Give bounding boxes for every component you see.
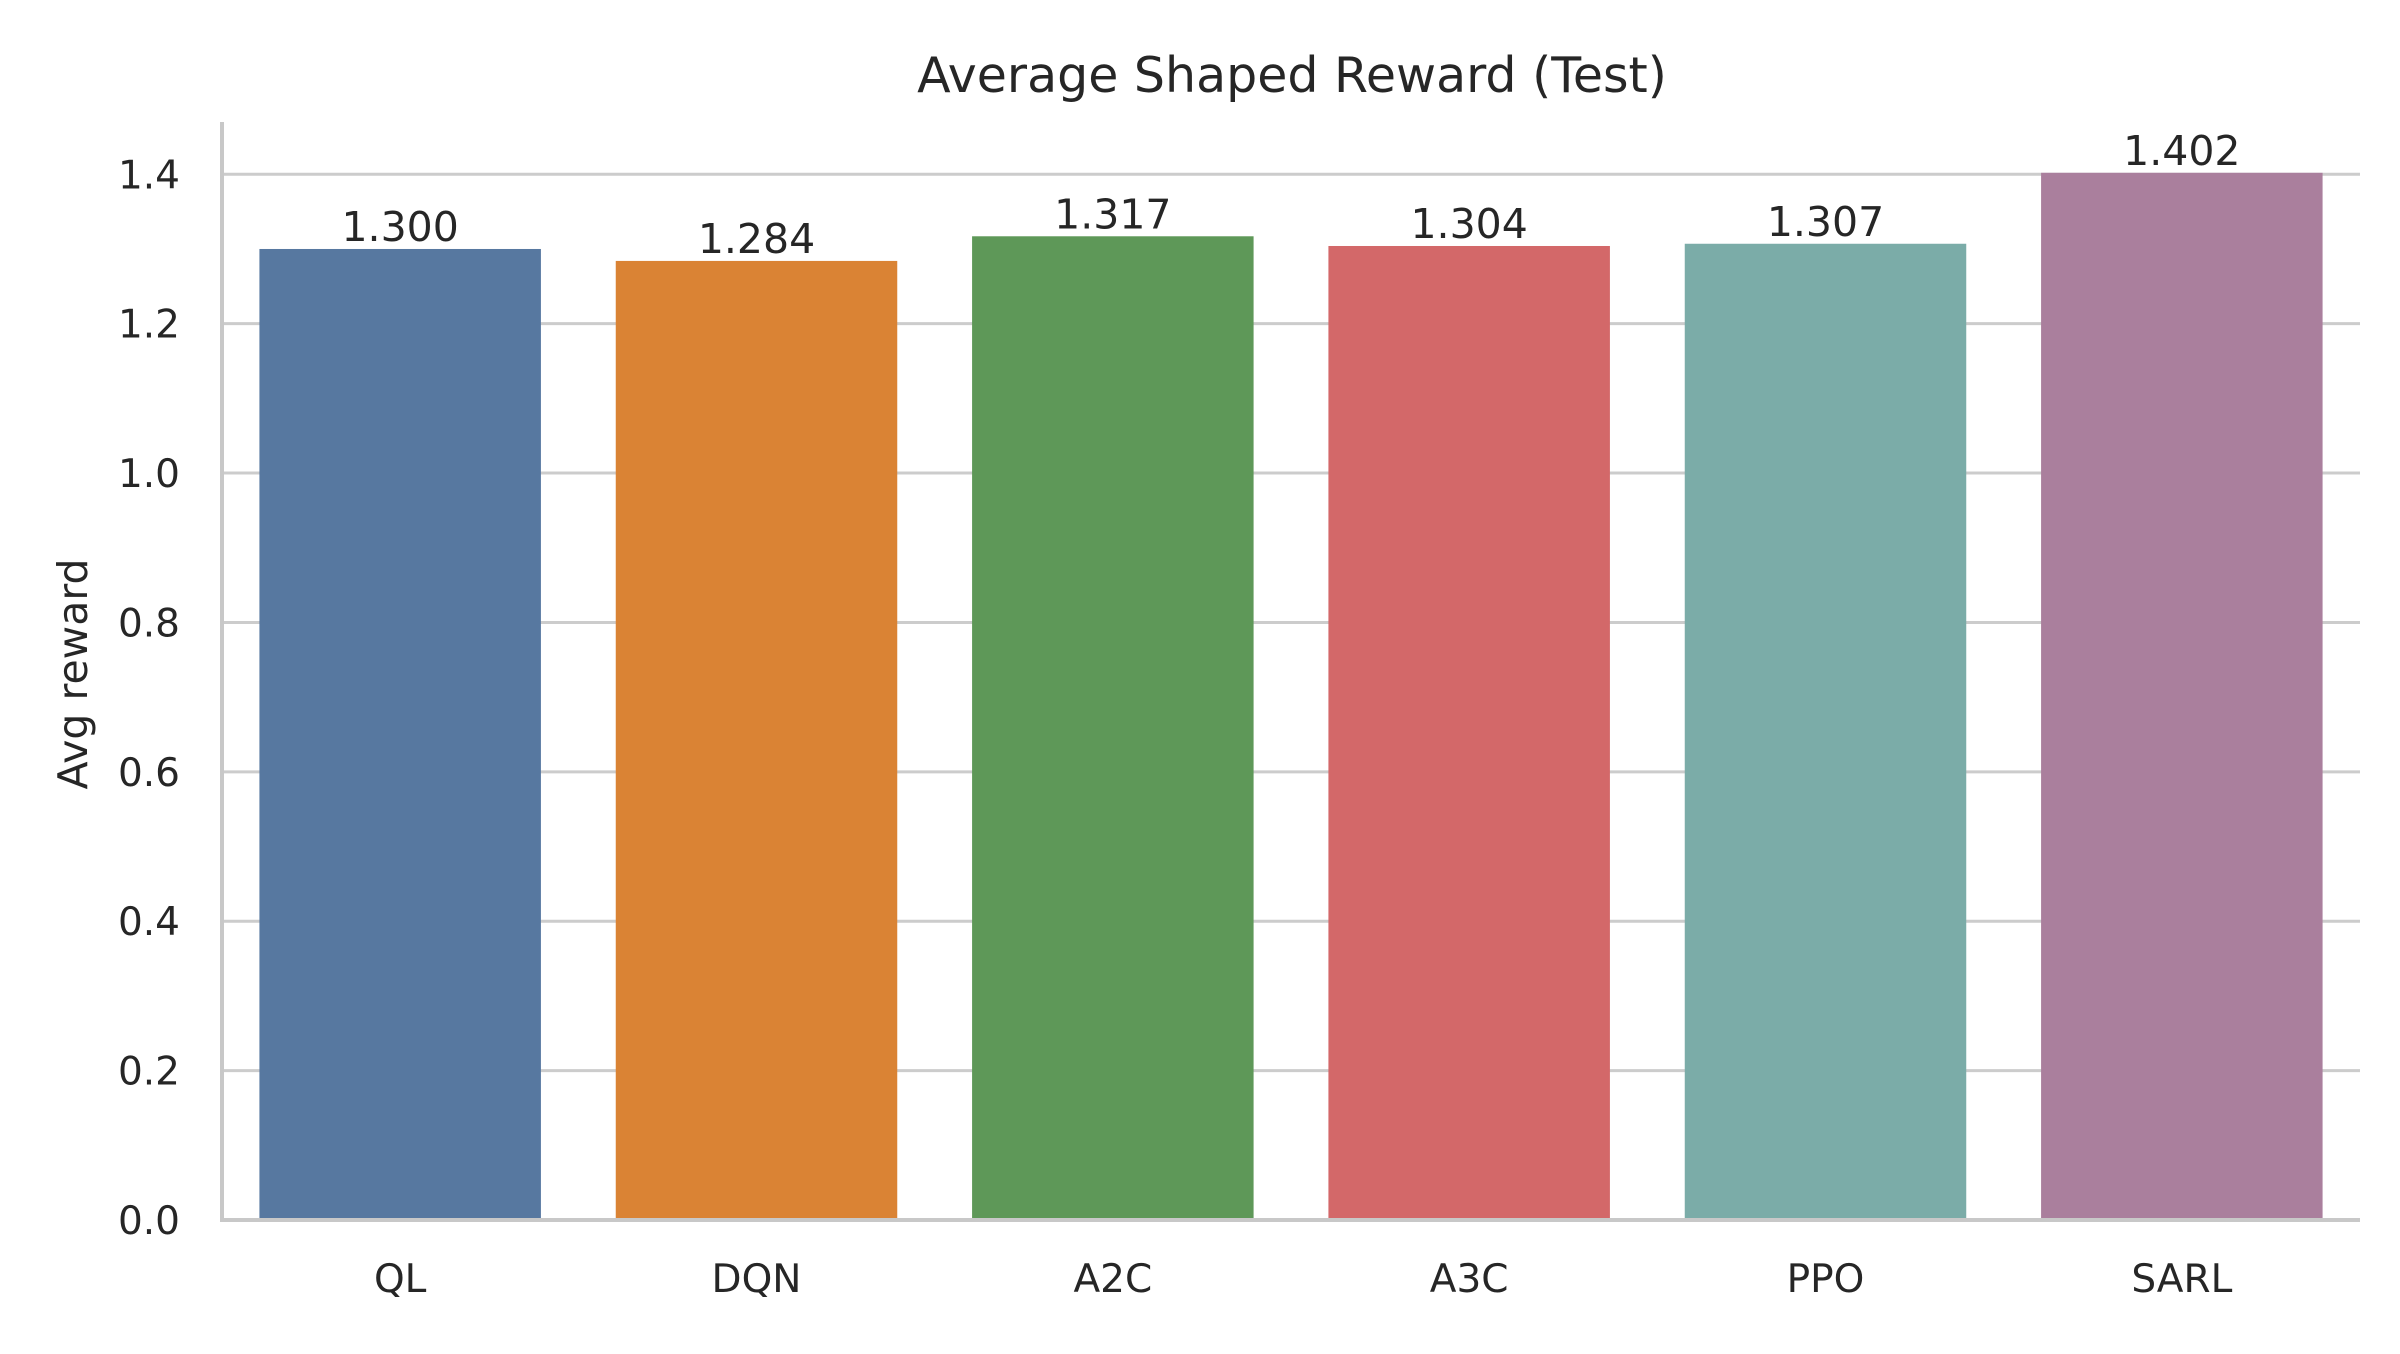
- bar-value-label: 1.317: [1054, 190, 1171, 238]
- x-tick-label: QL: [374, 1257, 427, 1302]
- bar-value-label: 1.284: [698, 215, 815, 263]
- bar-value-label: 1.304: [1410, 200, 1527, 248]
- y-tick-label: 0.2: [118, 1050, 180, 1095]
- gridlines: [222, 172, 2360, 1073]
- axes-spines: [220, 122, 2360, 1222]
- bar: [1328, 245, 1610, 1221]
- y-tick-label: 1.0: [118, 452, 180, 497]
- bar: [2041, 172, 2323, 1220]
- y-axis-label: Avg reward: [49, 559, 97, 790]
- y-tick-label: 0.4: [118, 900, 180, 945]
- bar-value-label: 1.307: [1767, 198, 1884, 246]
- data-labels: 1.300 1.284 1.317 1.304 1.307 1.402: [341, 127, 2240, 263]
- y-tick-label: 0.6: [118, 751, 180, 796]
- y-tick-label: 1.2: [118, 303, 180, 348]
- y-tick-labels: 0.0 0.2 0.4 0.6 0.8 1.0 1.2 1.4: [118, 153, 180, 1244]
- x-tick-labels: QL DQN A2C A3C PPO SARL: [374, 1257, 2233, 1302]
- chart-title: Average Shaped Reward (Test): [917, 47, 1667, 104]
- x-tick-label: A2C: [1073, 1257, 1152, 1302]
- bar: [972, 236, 1254, 1221]
- bar-value-label: 1.402: [2123, 127, 2240, 175]
- y-tick-label: 0.0: [118, 1199, 180, 1244]
- x-tick-label: A3C: [1430, 1257, 1509, 1302]
- y-tick-label: 0.8: [118, 601, 180, 646]
- x-tick-label: DQN: [712, 1257, 802, 1302]
- bar-value-label: 1.300: [341, 203, 458, 251]
- x-tick-label: PPO: [1787, 1257, 1865, 1302]
- bar: [259, 248, 541, 1220]
- bar: [615, 260, 898, 1220]
- x-tick-label: SARL: [2131, 1257, 2232, 1302]
- bars: [259, 172, 2323, 1221]
- y-tick-label: 1.4: [118, 153, 180, 198]
- bar: [1684, 243, 1967, 1220]
